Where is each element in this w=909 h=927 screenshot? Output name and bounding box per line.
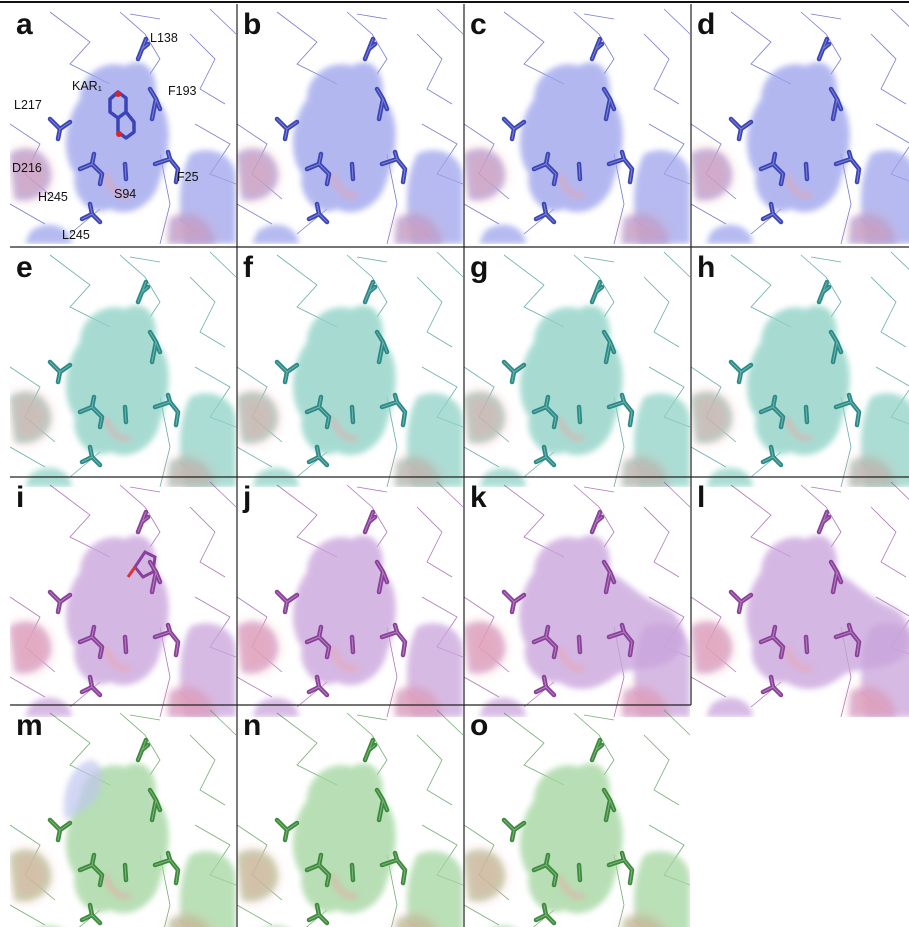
panel-letter-n: n <box>243 709 261 742</box>
panel-letter-i: i <box>16 481 24 514</box>
panel-letter-c: c <box>470 8 487 41</box>
panel-i: i <box>10 481 236 717</box>
panel-grid: a b c d e f g h i j k l m n o <box>10 8 909 927</box>
panel-letter-j: j <box>242 481 251 514</box>
label-kar1: KAR₁ <box>72 79 102 93</box>
label-l217: L217 <box>14 98 42 112</box>
grid-lines <box>10 4 909 927</box>
panel-b: b <box>237 8 463 244</box>
label-f193: F193 <box>168 84 197 98</box>
panel-a-residue-labels: L138 KAR₁ F193 L217 D216 H245 S94 F25 L2… <box>12 31 199 242</box>
panel-e: e <box>10 251 236 487</box>
panel-letter-k: k <box>470 481 487 514</box>
panel-letter-o: o <box>470 709 488 742</box>
panel-j: j <box>237 481 463 717</box>
label-h245: H245 <box>38 190 68 204</box>
panel-letter-g: g <box>470 251 488 284</box>
panel-letter-f: f <box>243 251 254 284</box>
panel-n: n <box>237 709 463 927</box>
panel-a: a <box>10 8 236 244</box>
label-s94: S94 <box>114 187 136 201</box>
panel-l: l <box>691 481 909 717</box>
label-l245: L245 <box>62 228 90 242</box>
panel-k: k <box>464 481 690 717</box>
panel-letter-h: h <box>697 251 715 284</box>
label-l138: L138 <box>150 31 178 45</box>
panel-d: d <box>691 8 909 244</box>
panel-letter-e: e <box>16 251 33 284</box>
panel-letter-m: m <box>16 709 43 742</box>
panel-c: c <box>464 8 690 244</box>
panel-letter-a: a <box>16 8 33 41</box>
panel-letter-l: l <box>697 481 705 514</box>
panel-m: m <box>10 709 236 927</box>
label-f25: F25 <box>177 170 199 184</box>
panel-letter-b: b <box>243 8 261 41</box>
panel-f: f <box>237 251 463 487</box>
panel-o: o <box>464 709 690 927</box>
panel-h: h <box>691 251 909 487</box>
label-d216: D216 <box>12 161 42 175</box>
panel-letter-d: d <box>697 8 715 41</box>
panel-g: g <box>464 251 690 487</box>
